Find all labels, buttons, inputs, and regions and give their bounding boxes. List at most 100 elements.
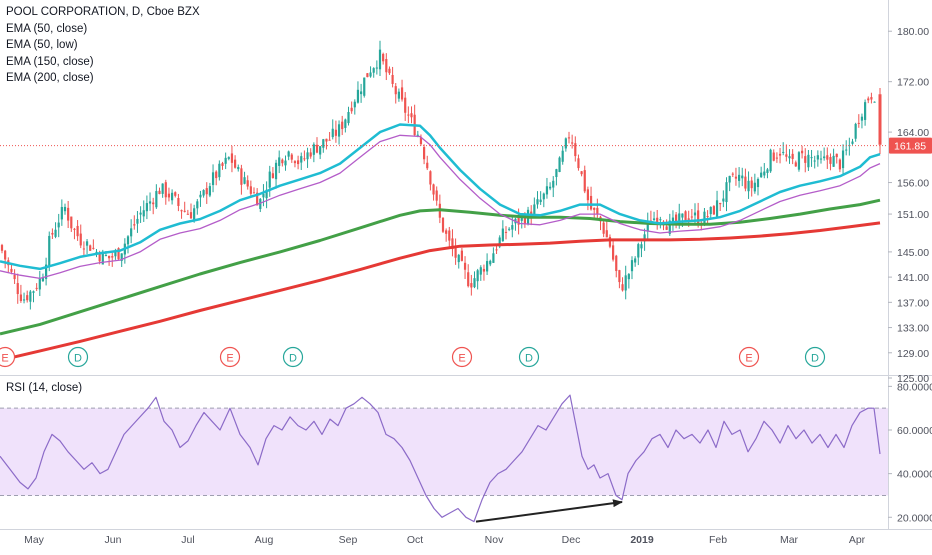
candle[interactable]: [375, 60, 378, 75]
candle[interactable]: [268, 165, 271, 197]
candle[interactable]: [76, 220, 79, 241]
candle[interactable]: [448, 226, 451, 248]
candle[interactable]: [54, 222, 57, 239]
candle[interactable]: [287, 150, 290, 161]
candle[interactable]: [829, 153, 832, 171]
candle[interactable]: [618, 269, 621, 289]
ema50-low-line[interactable]: [0, 134, 881, 280]
candle[interactable]: [709, 206, 712, 219]
candle[interactable]: [218, 160, 221, 181]
candle[interactable]: [760, 166, 763, 178]
candle[interactable]: [715, 190, 719, 219]
legend-symbol[interactable]: POOL CORPORATION, D, Cboe BZX: [6, 6, 200, 18]
candle[interactable]: [675, 211, 678, 229]
candle[interactable]: [766, 167, 769, 179]
legend-ema50-close[interactable]: EMA (50, close): [6, 22, 88, 35]
candle[interactable]: [763, 163, 766, 179]
candle[interactable]: [391, 66, 394, 88]
candle[interactable]: [290, 153, 293, 163]
candle[interactable]: [637, 242, 640, 266]
earnings-marker[interactable]: E: [0, 346, 16, 368]
dividend-marker[interactable]: D: [282, 346, 304, 368]
rsi-line[interactable]: [0, 394, 881, 523]
candle[interactable]: [167, 187, 171, 202]
candle[interactable]: [177, 193, 180, 212]
candle[interactable]: [577, 154, 580, 171]
legend-ema50-low[interactable]: EMA (50, low): [6, 39, 78, 51]
candle[interactable]: [79, 224, 82, 249]
candle[interactable]: [174, 191, 177, 198]
candle[interactable]: [457, 253, 460, 269]
candle[interactable]: [208, 182, 211, 198]
candle[interactable]: [627, 273, 630, 289]
candle[interactable]: [366, 73, 369, 78]
candle[interactable]: [57, 213, 60, 238]
candle[interactable]: [495, 245, 498, 255]
candle[interactable]: [423, 144, 426, 165]
candle[interactable]: [256, 188, 259, 206]
candle[interactable]: [451, 229, 454, 257]
candle[interactable]: [306, 147, 309, 168]
candle[interactable]: [624, 265, 627, 300]
candle[interactable]: [356, 81, 360, 104]
candle[interactable]: [378, 40, 382, 76]
rsi-layer[interactable]: [0, 394, 881, 523]
candle[interactable]: [164, 179, 167, 205]
candle[interactable]: [353, 99, 356, 115]
candle[interactable]: [750, 176, 753, 197]
candle[interactable]: [857, 114, 860, 128]
candle[interactable]: [29, 289, 32, 310]
candle[interactable]: [278, 150, 281, 174]
candle[interactable]: [429, 170, 432, 191]
candle[interactable]: [778, 147, 782, 164]
candle[interactable]: [725, 177, 728, 212]
candle[interactable]: [797, 151, 801, 172]
candle[interactable]: [347, 106, 350, 126]
candle[interactable]: [227, 156, 230, 161]
rsi-legend[interactable]: RSI (14, close): [6, 382, 83, 394]
candle[interactable]: [441, 217, 445, 234]
candle[interactable]: [221, 161, 224, 170]
candle[interactable]: [646, 212, 649, 239]
candle[interactable]: [719, 202, 722, 212]
candle[interactable]: [454, 238, 457, 265]
earnings-marker[interactable]: E: [451, 346, 473, 368]
candle[interactable]: [161, 183, 164, 198]
dividend-marker[interactable]: D: [67, 346, 89, 368]
candle[interactable]: [240, 164, 243, 195]
candle[interactable]: [281, 158, 284, 167]
candle[interactable]: [372, 67, 375, 78]
candle[interactable]: [772, 149, 775, 162]
candle[interactable]: [341, 115, 344, 136]
candle[interactable]: [476, 268, 479, 290]
candle[interactable]: [328, 132, 331, 141]
candle[interactable]: [561, 145, 564, 165]
candle[interactable]: [479, 265, 482, 281]
candle[interactable]: [234, 155, 237, 169]
candle[interactable]: [303, 150, 306, 162]
candle[interactable]: [152, 197, 155, 215]
candle[interactable]: [32, 290, 35, 303]
candle[interactable]: [605, 220, 608, 238]
candle[interactable]: [22, 292, 26, 304]
candle[interactable]: [615, 254, 618, 278]
candle[interactable]: [432, 183, 435, 201]
candle[interactable]: [769, 148, 772, 173]
candle[interactable]: [136, 210, 139, 233]
candle[interactable]: [394, 83, 397, 104]
candle[interactable]: [580, 170, 583, 177]
candle[interactable]: [845, 140, 848, 156]
candle[interactable]: [82, 241, 85, 256]
candle[interactable]: [7, 257, 10, 274]
candle[interactable]: [350, 101, 353, 114]
candle[interactable]: [564, 137, 567, 152]
candle[interactable]: [51, 228, 54, 239]
candle[interactable]: [731, 172, 734, 178]
candle[interactable]: [728, 175, 731, 192]
candle[interactable]: [126, 235, 130, 254]
candle[interactable]: [835, 153, 838, 164]
candle[interactable]: [574, 136, 577, 162]
candle[interactable]: [791, 149, 794, 165]
candle[interactable]: [860, 113, 864, 129]
